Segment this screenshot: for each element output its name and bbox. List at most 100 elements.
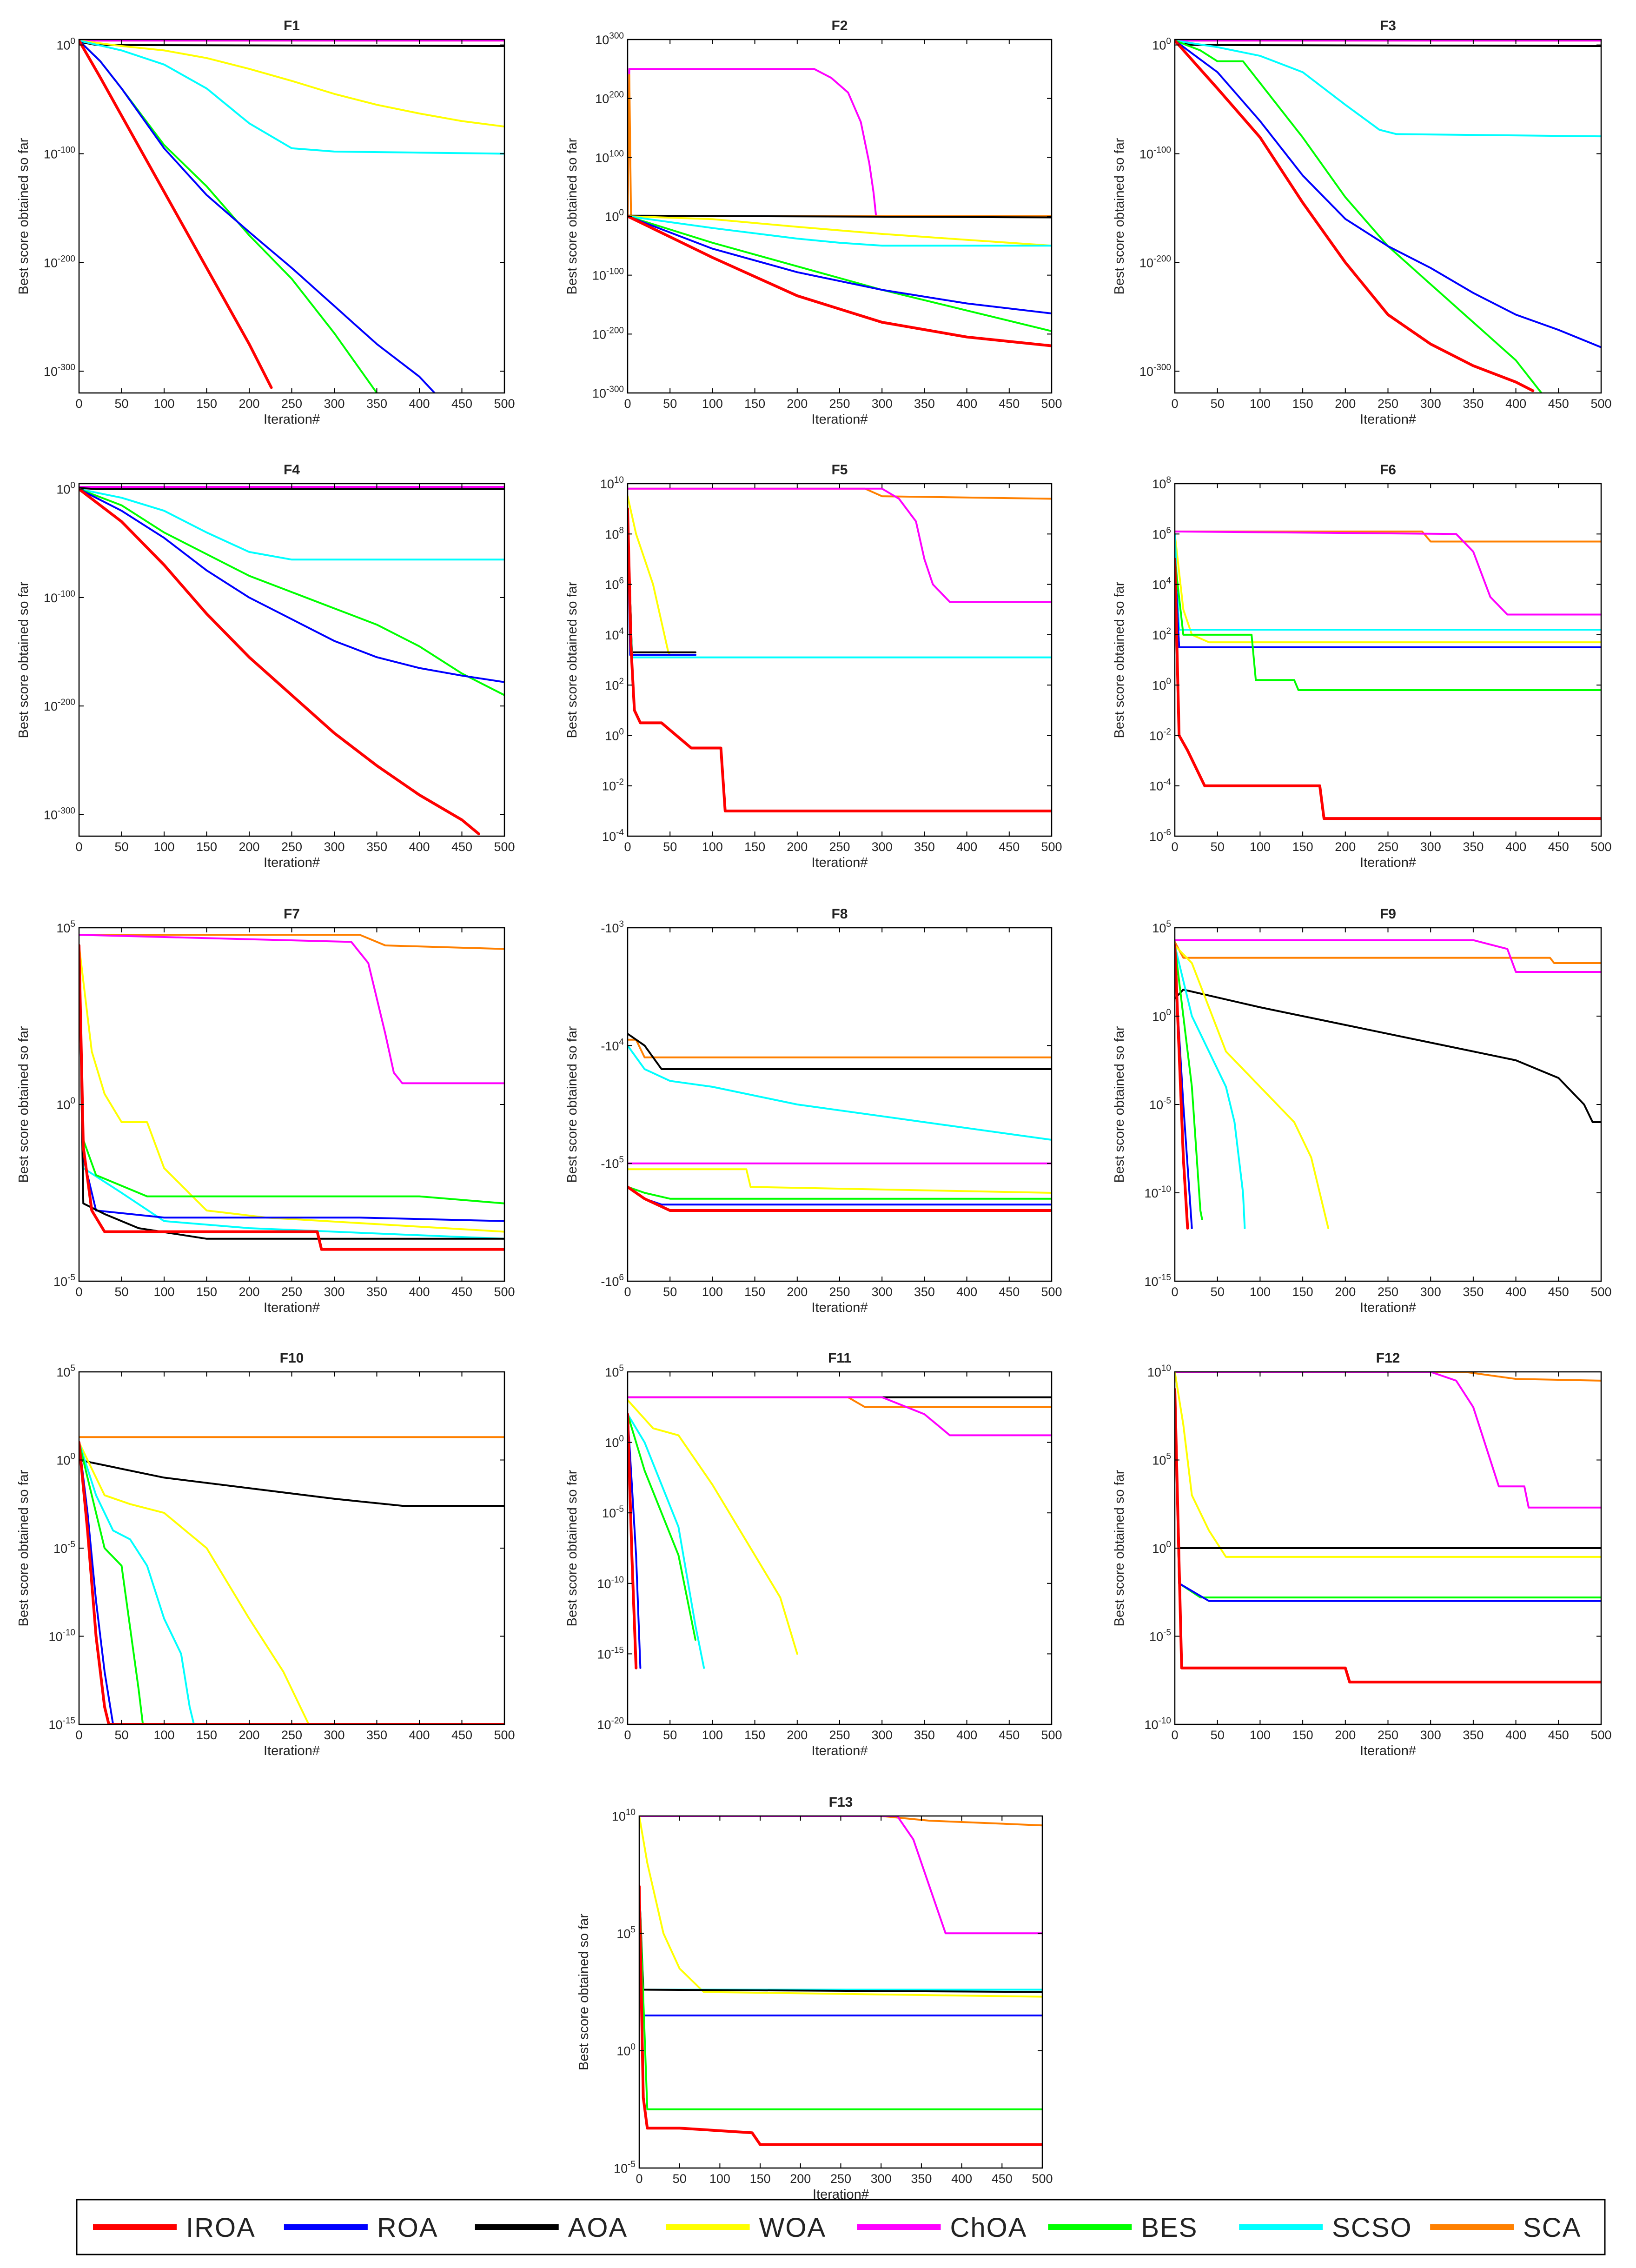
y-tick-label: 100 (56, 1096, 75, 1112)
x-axis-label: Iteration# (1360, 412, 1416, 427)
y-axis-label: Best score obtained so far (16, 138, 31, 294)
series-line-scso (1175, 1388, 1601, 1549)
y-tick-label: 100 (1152, 37, 1171, 53)
x-tick-label: 450 (999, 1285, 1020, 1299)
series-line-iroa (628, 1185, 1052, 1212)
series-line-roa (628, 508, 696, 656)
series-line-iroa (1175, 1388, 1601, 1683)
series-line-sca (628, 74, 1052, 217)
panel-title: F11 (828, 1350, 851, 1366)
x-tick-label: 350 (914, 1728, 935, 1742)
x-tick-label: 300 (872, 1728, 893, 1742)
y-tick-label: 105 (605, 1363, 624, 1379)
panel-title: F1 (284, 18, 300, 33)
panel-title: F7 (284, 906, 300, 922)
x-tick-label: 400 (956, 397, 977, 411)
y-tick-label: 10-300 (44, 363, 75, 379)
x-tick-label: 0 (636, 2172, 642, 2186)
plot-frame (1174, 927, 1602, 1282)
x-tick-label: 0 (1171, 840, 1178, 854)
panel-title: F13 (829, 1795, 853, 1810)
series-line-iroa (628, 507, 1052, 812)
series-line-sca (628, 487, 1052, 500)
x-tick-label: 200 (238, 840, 259, 854)
y-tick-label: 108 (1152, 475, 1171, 491)
series-line-woa (628, 1168, 1052, 1194)
chart-panel-f4: F4 0 50 100 150 200 250 300 350 400 450 500 100 10-10… (16, 462, 515, 870)
x-tick-label: 500 (1590, 1285, 1611, 1299)
y-tick-label: -104 (601, 1037, 624, 1053)
x-tick-label: 200 (238, 1285, 259, 1299)
x-tick-label: 350 (914, 397, 935, 411)
series-line-roa (79, 488, 504, 683)
series-line-bes (639, 1885, 1042, 2110)
chart-panel-f10: F10 0 50 100 150 200 250 300 350 400 450 500 105 100 1… (16, 1350, 515, 1758)
y-tick-label: 105 (56, 1363, 75, 1379)
x-axis-label: Iteration# (812, 1300, 868, 1315)
legend-label-aoa: AOA (568, 2213, 628, 2243)
y-tick-label: 1010 (612, 1808, 636, 1823)
x-tick-label: 500 (494, 1728, 515, 1742)
x-tick-label: 350 (366, 1285, 387, 1299)
series-line-choa (639, 1816, 1042, 1935)
series-line-scso (628, 508, 1052, 658)
x-tick-label: 450 (451, 1285, 472, 1299)
y-tick-label: 10-200 (592, 326, 624, 341)
plot-frame (78, 39, 505, 394)
series-line-iroa (1175, 558, 1601, 820)
x-tick-label: 200 (1335, 1728, 1356, 1742)
series-line-woa (1175, 1372, 1601, 1558)
y-tick-label: 105 (1152, 1452, 1171, 1468)
x-tick-label: 150 (1292, 397, 1313, 411)
x-tick-label: 400 (409, 840, 430, 854)
y-tick-label: 10-200 (44, 254, 75, 270)
panel-title: F4 (284, 462, 300, 478)
legend-label-sca: SCA (1523, 2213, 1581, 2243)
series-line-roa (1175, 40, 1601, 348)
series-line-bes (1175, 558, 1601, 691)
x-tick-label: 450 (1548, 1285, 1569, 1299)
x-tick-label: 0 (75, 1285, 82, 1299)
y-tick-label: 100 (56, 1452, 75, 1468)
series-line-bes (628, 1186, 1052, 1200)
x-tick-label: 350 (911, 2172, 932, 2186)
chart-panel-f1: F1 0 50 100 150 200 250 300 350 400 450 500 100 10-10… (16, 18, 515, 427)
y-tick-label: 102 (1152, 626, 1171, 642)
series-line-woa (79, 40, 504, 128)
x-tick-label: 500 (494, 397, 515, 411)
y-tick-label: 10-10 (1144, 1184, 1171, 1200)
panel-title: F12 (1376, 1350, 1400, 1366)
x-tick-label: 350 (366, 1728, 387, 1742)
x-tick-label: 300 (1420, 397, 1441, 411)
y-tick-label: 1010 (1147, 1363, 1171, 1379)
series-line-scso (628, 1044, 1052, 1141)
x-tick-label: 300 (1420, 1285, 1441, 1299)
y-tick-label: 105 (616, 1925, 636, 1941)
chart-panel-f3: F3 0 50 100 150 200 250 300 350 400 450 500 100 10-10… (1112, 18, 1612, 427)
x-tick-label: 50 (663, 1285, 677, 1299)
y-tick-label: 106 (605, 576, 624, 592)
series-group (1175, 530, 1601, 820)
chart-panel-f11: F11 0 50 100 150 200 250 300 350 400 450 500 105 100 1… (565, 1350, 1062, 1758)
series-line-bes (1175, 944, 1203, 1220)
x-tick-label: 100 (702, 397, 723, 411)
y-tick-label: 10-300 (592, 385, 624, 400)
x-tick-label: 500 (494, 1285, 515, 1299)
y-axis-label: Best score obtained so far (1112, 1470, 1127, 1626)
x-tick-label: 450 (451, 840, 472, 854)
x-tick-label: 200 (1335, 840, 1356, 854)
series-group (628, 1033, 1052, 1212)
series-line-scso (1175, 944, 1246, 1229)
series-line-scso (628, 215, 1052, 247)
y-tick-label: -106 (601, 1273, 624, 1289)
series-line-woa (79, 1441, 310, 1724)
x-tick-label: 350 (914, 1285, 935, 1299)
y-tick-label: 10-10 (48, 1628, 75, 1644)
x-tick-label: 400 (1505, 1728, 1526, 1742)
series-group (1175, 939, 1601, 1230)
x-tick-label: 250 (1378, 1285, 1398, 1299)
series-group (79, 934, 504, 1251)
x-tick-label: 200 (1335, 1285, 1356, 1299)
series-line-aoa (1175, 989, 1601, 1123)
